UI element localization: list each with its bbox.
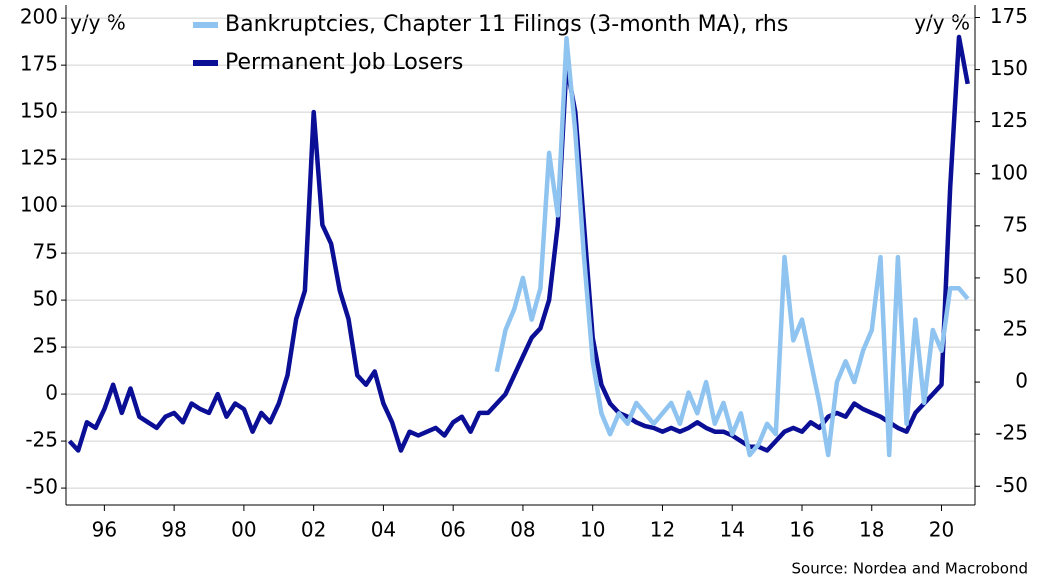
y2-tick-label: -50: [995, 473, 1028, 497]
y-tick-label: 125: [20, 146, 58, 170]
y2-tick-label: 50: [1003, 264, 1028, 288]
x-tick-label: 04: [371, 518, 396, 542]
y-tick-label: 25: [33, 334, 58, 358]
legend-label: Permanent Job Losers: [225, 50, 463, 75]
y-tick-label: 50: [33, 287, 58, 311]
x-tick-label: 08: [510, 518, 535, 542]
y-tick-label: 100: [20, 193, 58, 217]
x-tick-label: 06: [440, 518, 465, 542]
legend-label: Bankruptcies, Chapter 11 Filings (3-mont…: [225, 12, 788, 37]
y2-tick-label: -25: [995, 421, 1028, 445]
x-tick-label: 02: [301, 518, 326, 542]
x-tick-label: 20: [929, 518, 954, 542]
y-tick-label: -50: [25, 475, 58, 499]
y-tick-label: 0: [45, 381, 58, 405]
x-tick-label: 18: [859, 518, 884, 542]
x-tick-label: 12: [650, 518, 675, 542]
x-tick-label: 10: [580, 518, 605, 542]
y2-axis-label: y/y %: [914, 11, 970, 35]
series-line: [67, 34, 970, 453]
y-tick-label: 200: [20, 5, 58, 29]
y2-tick-label: 25: [1003, 317, 1028, 341]
x-tick-label: 00: [231, 518, 256, 542]
y2-tick-label: 0: [1015, 369, 1028, 393]
y-tick-label: 150: [20, 99, 58, 123]
y2-tick-label: 100: [990, 160, 1028, 184]
x-tick-label: 14: [720, 518, 745, 542]
y2-tick-label: 125: [990, 108, 1028, 132]
y2-tick-label: 175: [990, 4, 1028, 28]
y-axis-label: y/y %: [70, 11, 126, 35]
x-tick-label: 16: [789, 518, 814, 542]
y-tick-label: 75: [33, 240, 58, 264]
x-tick-label: 98: [161, 518, 186, 542]
series-line: [494, 36, 970, 458]
source-note: Source: Nordea and Macrobond: [792, 560, 1028, 578]
y2-tick-label: 75: [1003, 212, 1028, 236]
y-tick-label: 175: [20, 52, 58, 76]
y2-tick-label: 150: [990, 56, 1028, 80]
y-tick-label: -25: [25, 428, 58, 452]
x-tick-label: 96: [92, 518, 117, 542]
